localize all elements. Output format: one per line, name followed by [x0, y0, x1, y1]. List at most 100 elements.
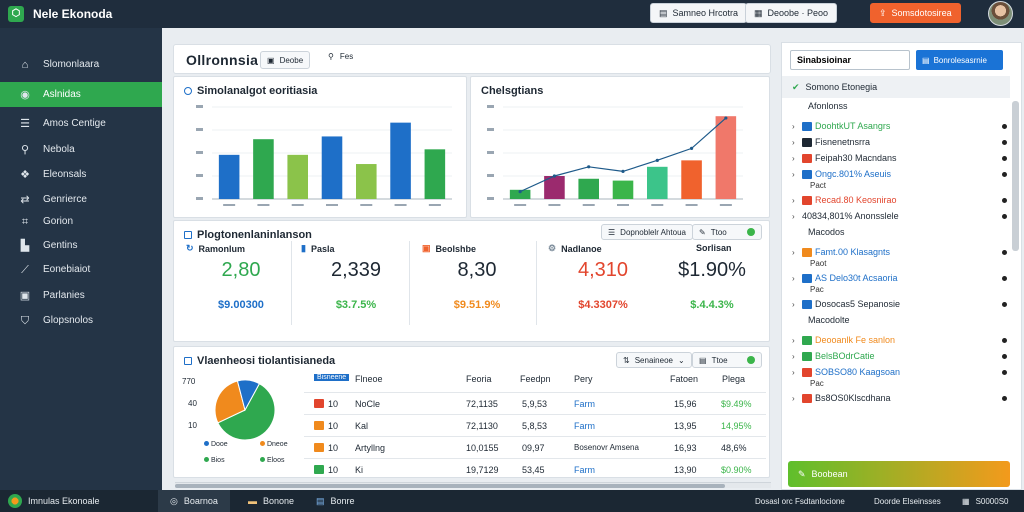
table-dropdown-button[interactable]: ⇅ Senaineoe ⌄ — [616, 352, 692, 368]
user-avatar[interactable] — [988, 1, 1013, 26]
edit-icon: ✎ — [699, 227, 706, 237]
status-dot-icon — [1002, 275, 1007, 281]
panel-group-title[interactable]: Macodolte — [808, 315, 850, 325]
kpi-1-label-text: Ramonlum — [198, 243, 246, 254]
chevron-right-icon[interactable]: › — [792, 169, 795, 179]
table-header[interactable]: Pery — [574, 374, 593, 384]
sidebar-item-label: Slomonlaara — [43, 59, 100, 70]
status-dot-icon — [1002, 155, 1007, 161]
panel-selected-item[interactable]: ✔ Somono Etonegia — [782, 76, 1010, 98]
panel-tree-item-sub: Pac — [810, 285, 824, 294]
status-dot-icon — [1002, 369, 1007, 375]
footer-tab-3[interactable]: ▤ Bonre — [304, 490, 367, 512]
sidebar-item-8[interactable]: ▙ Gentins — [0, 233, 162, 258]
sidebar-item-2[interactable]: ◉ Aslnidas — [0, 82, 162, 107]
sidebar-item-label: Amos Centige — [43, 118, 106, 129]
horizontal-scrollbar[interactable] — [175, 482, 771, 488]
item-badge-icon — [802, 335, 812, 345]
table-row[interactable]: 10 Kal 72,1130 5,8,53 Farm 13,95 14,95% — [304, 414, 766, 436]
kpi-toggle-button[interactable]: ✎ Ttoo — [692, 224, 762, 240]
sidebar-item-5[interactable]: ❖ Eleonsals — [0, 162, 162, 187]
kpi-dropdown-button[interactable]: ☰ Dopnoblelr Ahtoua — [601, 224, 693, 240]
panel-tree-item-label: Dosocas5 Sepanosie — [815, 299, 901, 309]
panel-tree-item[interactable]: › Feipah30 Macndans — [792, 151, 1007, 165]
topbar-button-3[interactable]: ⇪ Somsdotosirea — [870, 3, 961, 23]
panel-tree-item[interactable]: › BelsBOdrCatie — [792, 349, 1007, 363]
panel-group-title[interactable]: Afonlonss — [808, 101, 848, 111]
table-header[interactable]: Plega — [722, 374, 746, 384]
panel-scrollbar[interactable] — [1012, 101, 1019, 251]
table-header[interactable]: Feedpn — [520, 374, 551, 384]
sidebar-item-7[interactable]: ⌗ Gorion — [0, 209, 162, 234]
panel-tree-item[interactable]: › 40834,801% Anonsslele — [792, 209, 1007, 223]
filter-button[interactable]: ▣ Deobe — [260, 51, 311, 69]
tag-icon: ⌗ — [21, 215, 29, 228]
gear-icon: ⚙ — [548, 243, 557, 253]
panel-action-button[interactable]: ▤ Bonrolesasrnie — [916, 50, 1003, 70]
footer-status-3-text: S0000S0 — [975, 496, 1009, 506]
panel-bottom-label: Boobean — [811, 469, 848, 479]
panel-tree-item[interactable]: › Recad.80 Keosnirao — [792, 193, 1007, 207]
panel-tree-item[interactable]: › Fisnenetnsrra — [792, 135, 1007, 149]
header-search[interactable]: ⚲ Fes — [328, 52, 353, 61]
sidebar-item-4[interactable]: ⚲ Nebola — [0, 137, 162, 162]
table-header[interactable]: Bisneene — [314, 374, 350, 381]
sidebar-item-10[interactable]: ▣ Parlanies — [0, 283, 162, 308]
footer-tab-1[interactable]: ◎ Boarnoa — [158, 490, 230, 512]
document-icon: ▤ — [922, 55, 930, 65]
panel-bottom-button[interactable]: ✎ Boobean — [788, 461, 1010, 487]
sidebar-item-11[interactable]: ⛉ Glopsnolos — [0, 308, 162, 333]
panel-tree-item[interactable]: › SOBSO80 Kaagsoan — [792, 365, 1007, 379]
chevron-right-icon[interactable]: › — [792, 335, 795, 345]
chevron-right-icon[interactable]: › — [792, 273, 795, 283]
table-cell: 5,8,53 — [522, 421, 548, 431]
table-header[interactable]: Feoria — [466, 374, 492, 384]
chevron-right-icon[interactable]: › — [792, 195, 795, 205]
y-tick-mark — [487, 151, 494, 154]
table-row[interactable]: 10 Ki 19,7129 53,45 Farm 13,90 $0.90% — [304, 458, 766, 480]
table-cell[interactable]: Farm — [574, 421, 595, 431]
table-header[interactable]: Flneoe — [355, 374, 383, 384]
panel-tree-item[interactable]: › Dosocas5 Sepanosie — [792, 297, 1007, 311]
sidebar-item-3[interactable]: ☰ Amos Centige — [0, 111, 162, 136]
table-cell[interactable]: Farm — [574, 399, 595, 409]
line-point — [587, 165, 591, 169]
bar — [287, 154, 308, 199]
table-row[interactable]: 10 NoCle 72,1135 5,9,53 Farm 15,96 $9.49… — [304, 392, 766, 414]
table-row[interactable]: 10 Artyllng 10,0155 09,97 Bosenovr Amsen… — [304, 436, 766, 458]
table-toggle-button[interactable]: ▤ Ttoe — [692, 352, 762, 368]
footer-tab-2[interactable]: ▬ Bonone — [236, 490, 306, 512]
chevron-right-icon[interactable]: › — [792, 121, 795, 131]
scrollbar-thumb[interactable] — [175, 484, 725, 488]
footer-bar: Imnulas Ekonoale ◎ Boarnoa ▬ Bonone ▤ Bo… — [0, 490, 1024, 512]
panel-tree-item[interactable]: › Ongc.801% Aseuis — [792, 167, 1007, 181]
panel-group-title[interactable]: Macodos — [808, 227, 845, 237]
topbar-button-2[interactable]: ▦ Deoobe · Peoo — [745, 3, 838, 23]
line-point — [621, 169, 625, 173]
bar — [218, 154, 240, 199]
panel-tree-item[interactable]: › Famt.00 Klasagnts — [792, 245, 1007, 259]
chevron-right-icon[interactable]: › — [792, 137, 795, 147]
chevron-right-icon[interactable]: › — [792, 351, 795, 361]
panel-tree-item-label: SOBSO80 Kaagsoan — [815, 367, 901, 377]
topbar-button-1[interactable]: ▤ Samneo Hrcotra — [650, 3, 748, 23]
chevron-right-icon[interactable]: › — [792, 393, 795, 403]
table-header[interactable]: Fatoen — [670, 374, 699, 384]
status-dot-icon — [1002, 123, 1007, 129]
panel-tree-item[interactable]: › Deooanlk Fe sanlon — [792, 333, 1007, 347]
table-dropdown-label: Senaineoe — [634, 355, 673, 365]
chevron-right-icon[interactable]: › — [792, 299, 795, 309]
chevron-right-icon[interactable]: › — [792, 367, 795, 377]
panel-tree-item[interactable]: › Bs8OS0Klscdhana — [792, 391, 1007, 405]
sidebar-item-1[interactable]: ⌂ Slomonlaara — [0, 52, 162, 77]
panel-search-input[interactable] — [790, 50, 910, 70]
sidebar-item-9[interactable]: ⟋ Eonebiaiot — [0, 257, 162, 282]
cart-icon: ▣ — [422, 243, 431, 253]
chevron-right-icon[interactable]: › — [792, 211, 795, 221]
sidebar-item-6[interactable]: ⇄ Genrierce — [0, 187, 162, 212]
chevron-right-icon[interactable]: › — [792, 247, 795, 257]
table-cell[interactable]: Farm — [574, 465, 595, 475]
chevron-right-icon[interactable]: › — [792, 153, 795, 163]
panel-tree-item[interactable]: › DoohtkUT Asangrs — [792, 119, 1007, 133]
panel-tree-item[interactable]: › AS Delo30t Acsaoria — [792, 271, 1007, 285]
